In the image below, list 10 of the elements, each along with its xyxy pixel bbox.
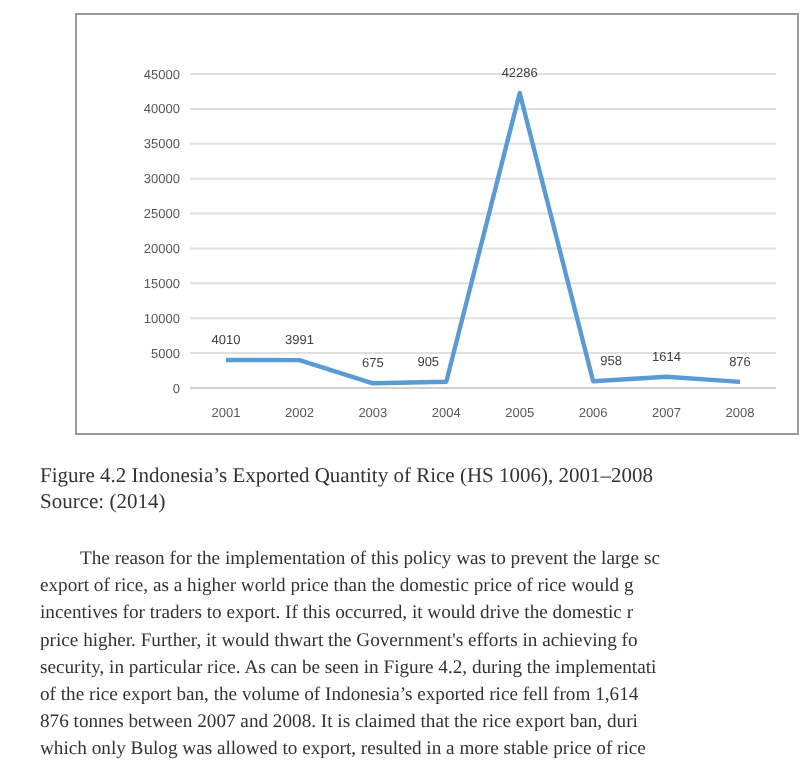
- text: incentives for traders to export. If this occurred, it would drive the domestic r: [40, 602, 635, 625]
- text: security, in particular rice. As can be seen in Figure 4.2, during the implementati: [40, 656, 657, 679]
- text: 876 tonnes between 2007 and 2008. It is claimed that the rice export ban, duri: [40, 711, 639, 734]
- source-note: Source: (2014): [40, 492, 167, 514]
- text: The reason for the implementation of this policy was to prevent the large sc: [80, 548, 660, 570]
- text: export of rice, as a higher world price than the domestic price of rice would g: [40, 575, 634, 598]
- text: of the rice export ban, the volume of Indonesia’s exported rice fell from 1,614: [40, 684, 639, 706]
- text: price higher. Further, it would thwart the Government's efforts in achieving fo: [40, 629, 638, 652]
- caption: Figure 4.2 Indonesia’s Exported Quantity of Rice (HS 1006), 2001–2008: [40, 466, 653, 488]
- text: which only Bulog was allowed to export, resulted in a more stable price of rice: [40, 738, 646, 761]
